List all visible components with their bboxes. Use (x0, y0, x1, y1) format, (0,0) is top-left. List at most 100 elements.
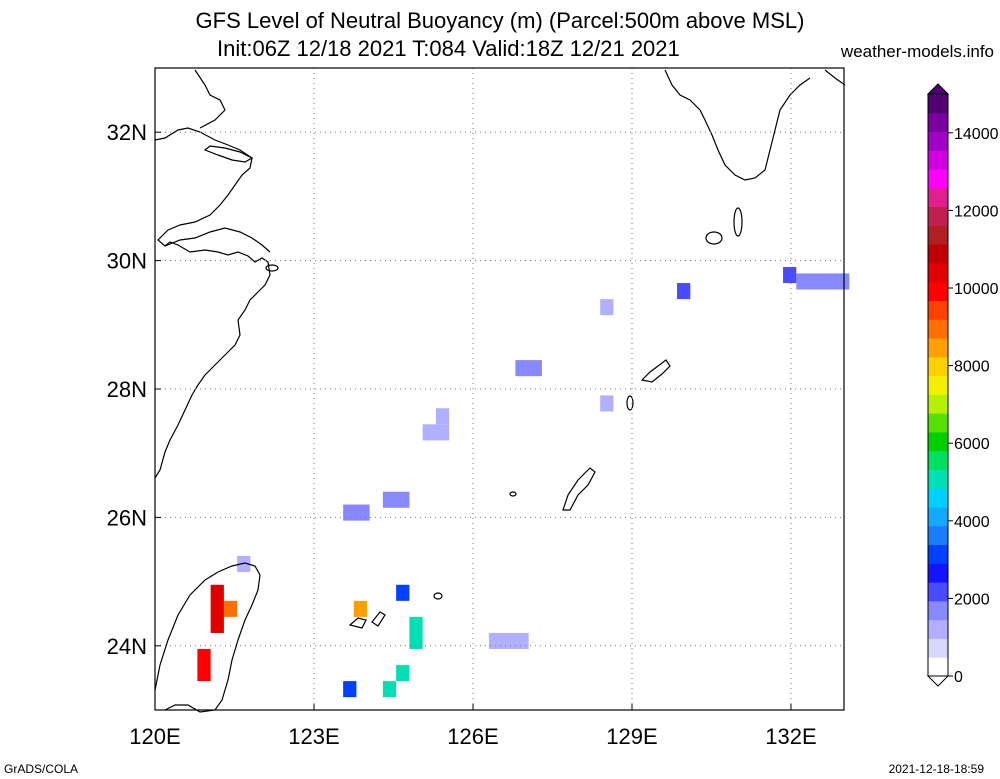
coastline-china (154, 127, 271, 479)
footer-software: GrADS/COLA (4, 762, 79, 776)
coastline-lake (203, 145, 254, 163)
data-cell (600, 395, 614, 412)
colorbar-segment (928, 563, 948, 583)
y-axis-ticks: 24N 26N 28N 30N 32N (107, 120, 161, 659)
colorbar-segment (928, 112, 948, 133)
colorbar-segment (928, 338, 948, 358)
island-okinawa (562, 467, 596, 511)
colorbar-segment (928, 413, 948, 433)
colorbar-segment (928, 600, 948, 621)
data-cell (677, 283, 691, 300)
cells-layer (197, 267, 850, 698)
colorbar-segment (928, 262, 948, 283)
data-cell (515, 360, 542, 377)
colorbar-label: 14000 (954, 126, 999, 143)
colorbar-max-arrow (926, 83, 950, 95)
island-yakushima (705, 231, 723, 245)
y-tick-label: 28N (107, 377, 147, 402)
island-tokunoshima (626, 395, 634, 411)
brand-label: weather-models.info (840, 42, 994, 61)
data-cell (343, 504, 370, 521)
island-zhoushan (265, 264, 279, 272)
colorbar-segment (928, 638, 948, 658)
x-tick-label: 132E (765, 724, 816, 749)
data-cell (396, 584, 410, 601)
gridlines (154, 68, 844, 710)
colorbar-segment (928, 206, 948, 226)
coastline-shikoku (824, 69, 846, 86)
colorbar-label: 6000 (954, 436, 990, 453)
x-tick-label: 129E (606, 724, 657, 749)
colorbar-segment (928, 319, 948, 339)
data-cell (343, 681, 357, 698)
colorbar-label: 4000 (954, 514, 990, 531)
colorbar-label: 0 (954, 669, 963, 686)
coastline-north (194, 69, 226, 129)
island-senkaku (433, 592, 443, 600)
coastline-layer (154, 69, 846, 713)
colorbar-segment (928, 507, 948, 527)
colorbar-segment (928, 375, 948, 395)
data-cell (600, 299, 614, 316)
colorbar-label: 8000 (954, 359, 990, 376)
y-tick-label: 32N (107, 120, 147, 145)
island-kumejima (509, 491, 517, 497)
data-cell (396, 665, 410, 682)
colorbar-segment (928, 225, 948, 245)
x-tick-label: 126E (447, 724, 498, 749)
data-cell (382, 491, 410, 508)
footer-timestamp: 2021-12-18-18:59 (888, 762, 984, 776)
colorbar-segment (928, 544, 948, 564)
island-ishigaki (371, 611, 386, 627)
data-cell (353, 600, 367, 617)
coastline-taiwan (154, 562, 261, 713)
x-tick-label: 120E (129, 724, 180, 749)
colorbar-segment (928, 525, 948, 546)
colorbar-label: 12000 (954, 203, 999, 220)
data-cell (197, 649, 211, 682)
colorbar-segment (928, 150, 948, 170)
colorbar-segment (928, 431, 948, 452)
y-tick-label: 26N (107, 505, 147, 530)
data-cell (382, 681, 397, 698)
colorbar-segment (928, 169, 948, 189)
data-cell (488, 632, 529, 650)
y-tick-label: 30N (107, 249, 147, 274)
colorbar-segment (928, 394, 948, 414)
colorbar-segment (928, 469, 948, 489)
colorbar-segment (928, 356, 948, 377)
data-cell (422, 424, 450, 441)
colorbar-segment (928, 244, 948, 264)
coastline-yangtze (164, 227, 271, 253)
colorbar-segment (928, 450, 948, 470)
colorbar-segment (928, 131, 948, 151)
x-axis-ticks: 120E 123E 126E 129E 132E (129, 704, 817, 749)
colorbar-min-arrow (926, 675, 950, 687)
colorbar-label: 2000 (954, 591, 990, 608)
data-cell (223, 600, 238, 617)
data-cell (435, 408, 450, 425)
data-cell (783, 267, 797, 284)
x-tick-label: 123E (288, 724, 339, 749)
colorbar-segment (928, 619, 948, 639)
colorbar-segment (928, 94, 948, 114)
data-cell (237, 555, 251, 572)
colorbar-segment (928, 281, 948, 302)
colorbar-segment (928, 300, 948, 320)
colorbar-segment (928, 187, 948, 208)
colorbar-segment (928, 488, 948, 508)
y-tick-label: 24N (107, 634, 147, 659)
colorbar-label: 10000 (954, 281, 999, 298)
data-cell (210, 584, 224, 633)
chart-subtitle: Init:06Z 12/18 2021 T:084 Valid:18Z 12/2… (217, 36, 680, 61)
island-miyako (348, 617, 367, 629)
colorbar-segment (928, 582, 948, 602)
island-tanegashima (733, 207, 743, 237)
island-amami (640, 359, 671, 383)
coastline-kyushu (664, 69, 811, 181)
colorbar-frame (927, 93, 949, 677)
colorbar-segment (928, 657, 948, 677)
colorbar: 0 2000 4000 6000 8000 10000 12000 14000 (926, 83, 999, 687)
data-cell (796, 273, 850, 290)
